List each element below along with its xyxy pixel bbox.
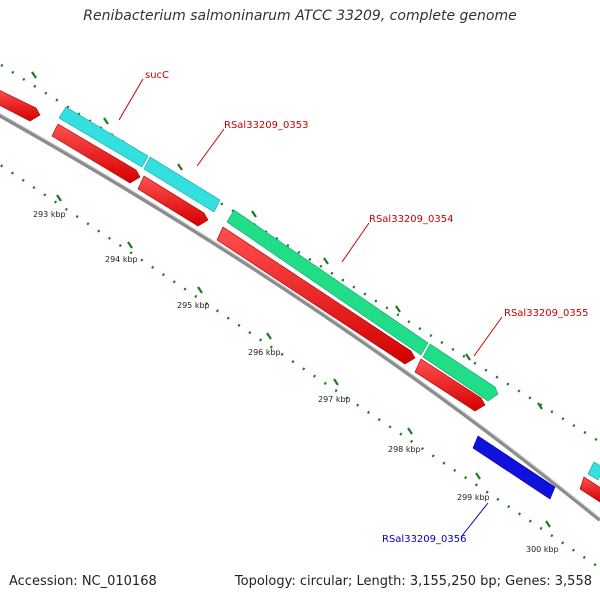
gene-label-rsal33209-0353: RSal33209_0353 [224,120,308,131]
rsal33209-0353-callout-line [196,128,225,167]
gene-label-succ: sucC [145,70,169,81]
kbp-label-294: 294 kbp [105,255,138,264]
major-ticks [56,194,551,528]
cds-succ[interactable] [58,106,149,168]
gene-label-rsal33209-0355: RSal33209_0355 [504,308,588,319]
cds-reverse-2[interactable] [137,175,209,227]
cds-reverse-4[interactable] [414,358,486,412]
gene-label-rsal33209-0354: RSal33209_0354 [369,214,453,225]
rsal33209-0356-callout-line [460,502,489,538]
accession-text: Accession: NC_010168 [9,574,157,589]
genome-backbone [0,113,600,522]
kbp-label-295: 295 kbp [177,301,210,310]
cds-reverse-3[interactable] [216,226,416,365]
succ-callout-line [118,78,144,121]
cds-forward-edge[interactable] [587,461,600,481]
kbp-label-299: 299 kbp [457,493,490,502]
cds-rsal33209-0353[interactable] [143,156,221,213]
rsal33209-0354-callout-line [341,222,370,263]
outer-tick-row [0,62,600,444]
kbp-label-297: 297 kbp [318,395,351,404]
cds-reverse-left[interactable] [0,88,41,122]
gene-label-rsal33209-0356: RSal33209_0356 [382,534,466,545]
genome-backbone-highlight [0,113,600,519]
kbp-label-300: 300 kbp [526,545,559,554]
rsal33209-0355-callout-line [473,316,503,357]
cds-reverse-1[interactable] [51,123,141,184]
inner-tick-row [0,163,600,570]
cds-rsal33209-0356[interactable] [472,435,556,500]
cds-rsal33209-0354[interactable] [226,209,429,356]
cds-reverse-edge[interactable] [579,476,600,503]
kbp-label-293: 293 kbp [33,210,66,219]
genome-title: Renibacterium salmoninarum ATCC 33209, c… [83,8,517,24]
kbp-label-296: 296 kbp [248,348,281,357]
genome-summary-text: Topology: circular; Length: 3,155,250 bp… [234,574,592,589]
outer-major-ticks [31,71,543,410]
cds-rsal33209-0355[interactable] [422,343,499,402]
kbp-label-298: 298 kbp [388,445,421,454]
